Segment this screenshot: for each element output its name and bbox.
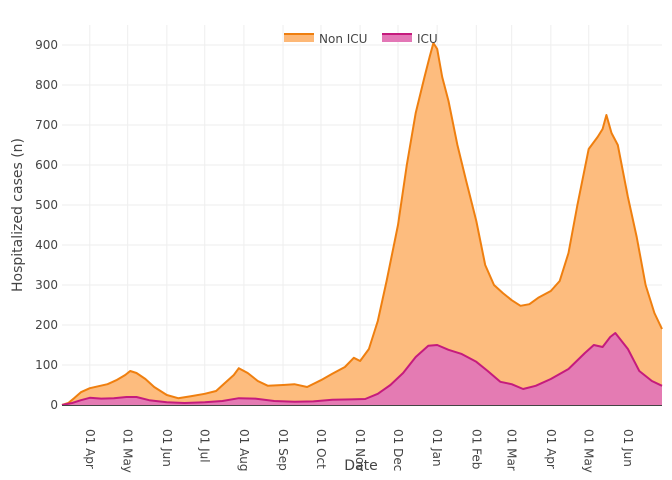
x-tick-label: 01 May [121, 429, 135, 473]
y-tick-label: 700 [35, 118, 58, 132]
legend-label: Non ICU [319, 32, 367, 46]
y-tick-label: 200 [35, 318, 58, 332]
y-tick-label: 100 [35, 358, 58, 372]
series-line [61, 42, 663, 406]
y-tick-label: 800 [35, 78, 58, 92]
x-tick-label: 01 Sep [276, 429, 290, 471]
y-tick-label: 600 [35, 158, 58, 172]
x-tick-label: 01 Jul [198, 429, 212, 463]
series-line [61, 332, 663, 406]
y-tick-label: 500 [35, 198, 58, 212]
legend-label: ICU [417, 32, 438, 46]
series-area [62, 333, 662, 405]
y-tick-label: 0 [50, 398, 58, 412]
x-tick-label: 01 Oct [314, 429, 328, 469]
x-tick-label: 01 Jun [160, 429, 174, 467]
axes: 0 100 200 300 400 500 600 700 800 900 01 Apr 01 May… [35, 38, 662, 473]
y-tick-label: 300 [35, 278, 58, 292]
legend-swatch [284, 34, 314, 42]
y-axis-title: Hospitalized cases (n) [10, 138, 26, 292]
x-axis-title: Date [344, 458, 377, 474]
x-tick-label: 01 Nov [353, 429, 367, 472]
x-tick-label: 01 Jun [621, 429, 635, 467]
x-tick-label: 01 Dec [391, 429, 405, 471]
x-tick-label: 01 Feb [469, 429, 483, 469]
legend[interactable]: Non ICU ICU [284, 32, 438, 46]
x-tick-label: 01 Apr [544, 429, 558, 469]
x-tick-label: 01 Mar [505, 429, 519, 471]
x-tick-label: 01 Jan [430, 429, 444, 467]
x-tick-label: 01 May [582, 429, 596, 473]
series-area [62, 43, 662, 405]
legend-item[interactable]: ICU [382, 32, 438, 46]
x-tick-label: 01 Aug [237, 429, 251, 472]
y-tick-label: 900 [35, 38, 58, 52]
series-areas [61, 42, 663, 406]
x-tick-label: 01 Apr [83, 429, 97, 469]
legend-swatch [382, 34, 412, 42]
legend-item[interactable]: Non ICU [284, 32, 367, 46]
y-tick-label: 400 [35, 238, 58, 252]
